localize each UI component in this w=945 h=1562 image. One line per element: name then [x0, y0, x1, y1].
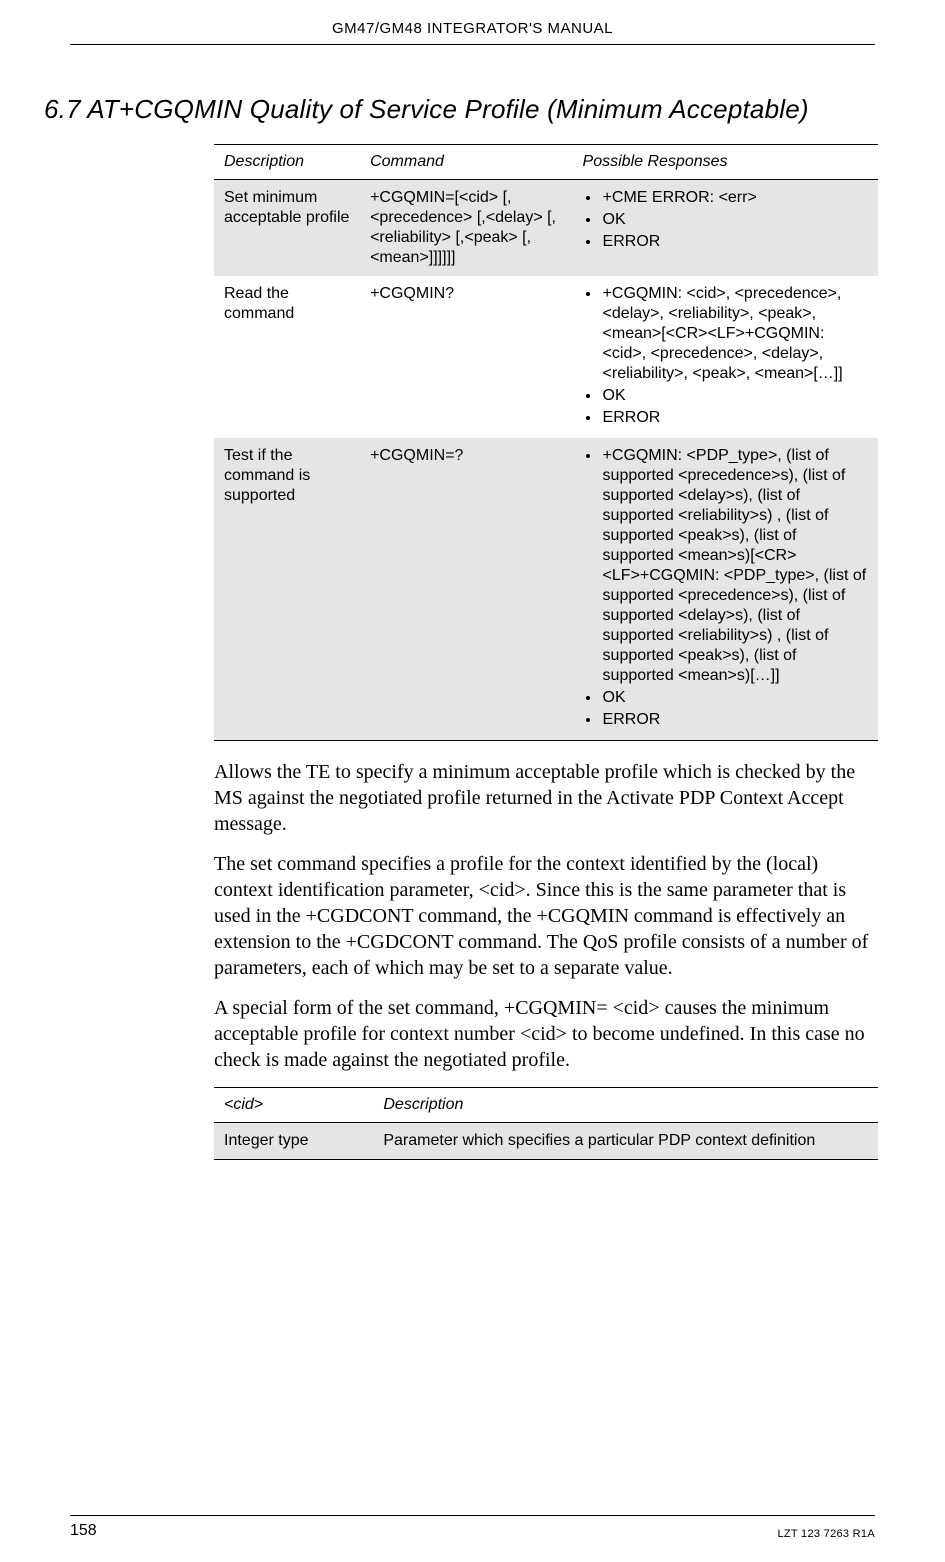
cmd-row-1-resp-0: +CGQMIN: <cid>, <precedence>, <delay>, <… [601, 284, 868, 384]
cmd-row-2-resp: +CGQMIN: <PDP_type>, (list of supported … [573, 438, 878, 741]
body-p3: A special form of the set command, +CGQM… [214, 995, 878, 1073]
cmd-row-0-resp: +CME ERROR: <err> OK ERROR [573, 180, 878, 277]
doc-id: LZT 123 7263 R1A [777, 1528, 875, 1540]
param-h2: Description [373, 1088, 878, 1123]
footer-rule [70, 1515, 875, 1516]
cmd-row-2-resp-2: ERROR [601, 710, 868, 730]
command-table: Description Command Possible Responses S… [214, 144, 878, 741]
cmd-row-0-resp-0: +CME ERROR: <err> [601, 188, 868, 208]
body-text: Allows the TE to specify a minimum accep… [214, 759, 878, 1073]
section-title: 6.7 AT+CGQMIN Quality of Service Profile… [44, 94, 809, 125]
cmd-h2: Command [360, 145, 572, 180]
cmd-row-2-resp-1: OK [601, 688, 868, 708]
cmd-row-0-resp-1: OK [601, 210, 868, 230]
header-rule [70, 44, 875, 45]
cmd-row-0-resp-2: ERROR [601, 232, 868, 252]
cmd-row-1-resp: +CGQMIN: <cid>, <precedence>, <delay>, <… [573, 276, 878, 438]
param-h1: <cid> [214, 1088, 373, 1123]
header-title: GM47/GM48 INTEGRATOR'S MANUAL [0, 20, 945, 37]
cmd-row-1-resp-1: OK [601, 386, 868, 406]
cmd-row-2-desc: Test if the command is supported [214, 438, 360, 741]
cmd-row-0: Set minimum acceptable profile +CGQMIN=[… [214, 180, 878, 277]
param-header-row: <cid> Description [214, 1088, 878, 1123]
cmd-h3: Possible Responses [573, 145, 878, 180]
cmd-row-0-cmd: +CGQMIN=[<cid> [,<precedence> [,<delay> … [360, 180, 572, 277]
cmd-row-1-desc: Read the command [214, 276, 360, 438]
cmd-row-2-cmd: +CGQMIN=? [360, 438, 572, 741]
content-area: Description Command Possible Responses S… [214, 144, 878, 1160]
cmd-row-2: Test if the command is supported +CGQMIN… [214, 438, 878, 741]
cmd-row-2-resp-0: +CGQMIN: <PDP_type>, (list of supported … [601, 446, 868, 686]
cmd-header-row: Description Command Possible Responses [214, 145, 878, 180]
param-row-0: Integer type Parameter which specifies a… [214, 1123, 878, 1160]
cmd-row-0-desc: Set minimum acceptable profile [214, 180, 360, 277]
page-number: 158 [70, 1522, 97, 1540]
body-p2: The set command specifies a profile for … [214, 851, 878, 981]
param-table: <cid> Description Integer type Parameter… [214, 1087, 878, 1160]
cmd-row-1-resp-2: ERROR [601, 408, 868, 428]
param-row-0-c1: Integer type [214, 1123, 373, 1160]
cmd-h1: Description [214, 145, 360, 180]
page: GM47/GM48 INTEGRATOR'S MANUAL 6.7 AT+CGQ… [0, 0, 945, 1562]
param-row-0-c2: Parameter which specifies a particular P… [373, 1123, 878, 1160]
cmd-row-1-cmd: +CGQMIN? [360, 276, 572, 438]
body-p1: Allows the TE to specify a minimum accep… [214, 759, 878, 837]
cmd-row-1: Read the command +CGQMIN? +CGQMIN: <cid>… [214, 276, 878, 438]
